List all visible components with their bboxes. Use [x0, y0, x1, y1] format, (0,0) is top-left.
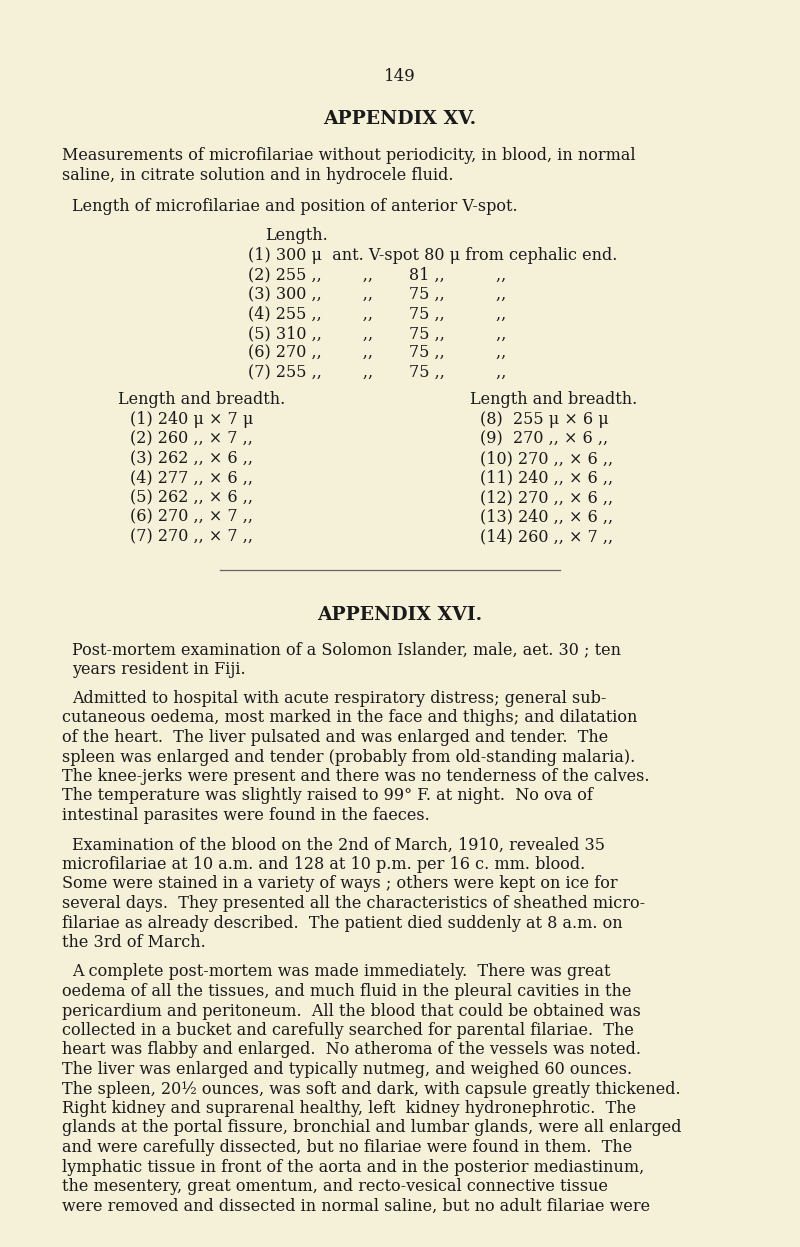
Text: Length and breadth.: Length and breadth.: [470, 392, 638, 409]
Text: 149: 149: [384, 69, 416, 85]
Text: (6) 270 ,,        ,,       75 ,,          ,,: (6) 270 ,, ,, 75 ,, ,,: [248, 344, 506, 362]
Text: of the heart.  The liver pulsated and was enlarged and tender.  The: of the heart. The liver pulsated and was…: [62, 729, 608, 746]
Text: the 3rd of March.: the 3rd of March.: [62, 934, 206, 951]
Text: APPENDIX XV.: APPENDIX XV.: [323, 110, 477, 127]
Text: spleen was enlarged and tender (probably from old-standing malaria).: spleen was enlarged and tender (probably…: [62, 748, 635, 766]
Text: Length.: Length.: [265, 227, 328, 244]
Text: (7) 270 ,, × 7 ,,: (7) 270 ,, × 7 ,,: [130, 527, 253, 545]
Text: cutaneous oedema, most marked in the face and thighs; and dilatation: cutaneous oedema, most marked in the fac…: [62, 710, 638, 727]
Text: APPENDIX XVI.: APPENDIX XVI.: [318, 606, 482, 624]
Text: (3) 262 ,, × 6 ,,: (3) 262 ,, × 6 ,,: [130, 450, 253, 466]
Text: (12) 270 ,, × 6 ,,: (12) 270 ,, × 6 ,,: [480, 489, 613, 506]
Text: (2) 255 ,,        ,,       81 ,,          ,,: (2) 255 ,, ,, 81 ,, ,,: [248, 267, 506, 283]
Text: (10) 270 ,, × 6 ,,: (10) 270 ,, × 6 ,,: [480, 450, 613, 466]
Text: (9)  270 ,, × 6 ,,: (9) 270 ,, × 6 ,,: [480, 430, 608, 448]
Text: (14) 260 ,, × 7 ,,: (14) 260 ,, × 7 ,,: [480, 527, 613, 545]
Text: The spleen, 20½ ounces, was soft and dark, with capsule greatly thickened.: The spleen, 20½ ounces, was soft and dar…: [62, 1080, 681, 1097]
Text: filariae as already described.  The patient died suddenly at 8 a.m. on: filariae as already described. The patie…: [62, 914, 622, 932]
Text: and were carefully dissected, but no filariae were found in them.  The: and were carefully dissected, but no fil…: [62, 1139, 632, 1156]
Text: The liver was enlarged and typically nutmeg, and weighed 60 ounces.: The liver was enlarged and typically nut…: [62, 1061, 632, 1077]
Text: Admitted to hospital with acute respiratory distress; general sub-: Admitted to hospital with acute respirat…: [72, 690, 606, 707]
Text: The temperature was slightly raised to 99° F. at night.  No ova of: The temperature was slightly raised to 9…: [62, 788, 593, 804]
Text: (2) 260 ,, × 7 ,,: (2) 260 ,, × 7 ,,: [130, 430, 253, 448]
Text: (5) 310 ,,        ,,       75 ,,          ,,: (5) 310 ,, ,, 75 ,, ,,: [248, 325, 506, 342]
Text: the mesentery, great omentum, and recto-vesical connective tissue: the mesentery, great omentum, and recto-…: [62, 1178, 608, 1195]
Text: (4) 255 ,,        ,,       75 ,,          ,,: (4) 255 ,, ,, 75 ,, ,,: [248, 306, 506, 323]
Text: pericardium and peritoneum.  All the blood that could be obtained was: pericardium and peritoneum. All the bloo…: [62, 1003, 641, 1020]
Text: oedema of all the tissues, and much fluid in the pleural cavities in the: oedema of all the tissues, and much flui…: [62, 983, 631, 1000]
Text: Length and breadth.: Length and breadth.: [118, 392, 286, 409]
Text: lymphatic tissue in front of the aorta and in the posterior mediastinum,: lymphatic tissue in front of the aorta a…: [62, 1158, 644, 1176]
Text: Post-mortem examination of a Solomon Islander, male, aet. 30 ; ten: Post-mortem examination of a Solomon Isl…: [72, 641, 621, 658]
Text: (7) 255 ,,        ,,       75 ,,          ,,: (7) 255 ,, ,, 75 ,, ,,: [248, 364, 506, 382]
Text: (1) 300 μ  ant. V-spot 80 μ from cephalic end.: (1) 300 μ ant. V-spot 80 μ from cephalic…: [248, 247, 618, 264]
Text: years resident in Fiji.: years resident in Fiji.: [72, 661, 246, 677]
Text: intestinal parasites were found in the faeces.: intestinal parasites were found in the f…: [62, 807, 430, 824]
Text: (8)  255 μ × 6 μ: (8) 255 μ × 6 μ: [480, 412, 609, 428]
Text: (13) 240 ,, × 6 ,,: (13) 240 ,, × 6 ,,: [480, 509, 613, 525]
Text: Some were stained in a variety of ways ; others were kept on ice for: Some were stained in a variety of ways ;…: [62, 875, 618, 893]
Text: several days.  They presented all the characteristics of sheathed micro-: several days. They presented all the cha…: [62, 895, 645, 912]
Text: glands at the portal fissure, bronchial and lumbar glands, were all enlarged: glands at the portal fissure, bronchial …: [62, 1120, 682, 1136]
Text: (1) 240 μ × 7 μ: (1) 240 μ × 7 μ: [130, 412, 254, 428]
Text: Right kidney and suprarenal healthy, left  kidney hydronephrotic.  The: Right kidney and suprarenal healthy, lef…: [62, 1100, 636, 1117]
Text: (3) 300 ,,        ,,       75 ,,          ,,: (3) 300 ,, ,, 75 ,, ,,: [248, 286, 506, 303]
Text: heart was flabby and enlarged.  No atheroma of the vessels was noted.: heart was flabby and enlarged. No athero…: [62, 1041, 641, 1059]
Text: A complete post-mortem was made immediately.  There was great: A complete post-mortem was made immediat…: [72, 964, 610, 980]
Text: microfilariae at 10 a.m. and 128 at 10 p.m. per 16 c. mm. blood.: microfilariae at 10 a.m. and 128 at 10 p…: [62, 855, 586, 873]
Text: (6) 270 ,, × 7 ,,: (6) 270 ,, × 7 ,,: [130, 509, 253, 525]
Text: were removed and dissected in normal saline, but no adult filariae were: were removed and dissected in normal sal…: [62, 1197, 650, 1215]
Text: The knee-jerks were present and there was no tenderness of the calves.: The knee-jerks were present and there wa…: [62, 768, 650, 786]
Text: saline, in citrate solution and in hydrocele fluid.: saline, in citrate solution and in hydro…: [62, 167, 454, 183]
Text: (4) 277 ,, × 6 ,,: (4) 277 ,, × 6 ,,: [130, 470, 253, 486]
Text: (11) 240 ,, × 6 ,,: (11) 240 ,, × 6 ,,: [480, 470, 613, 486]
Text: Examination of the blood on the 2nd of March, 1910, revealed 35: Examination of the blood on the 2nd of M…: [72, 837, 605, 853]
Text: Measurements of microfilariae without periodicity, in blood, in normal: Measurements of microfilariae without pe…: [62, 147, 636, 165]
Text: Length of microfilariae and position of anterior V-spot.: Length of microfilariae and position of …: [72, 198, 518, 214]
Text: collected in a bucket and carefully searched for parental filariae.  The: collected in a bucket and carefully sear…: [62, 1023, 634, 1039]
Text: (5) 262 ,, × 6 ,,: (5) 262 ,, × 6 ,,: [130, 489, 253, 506]
